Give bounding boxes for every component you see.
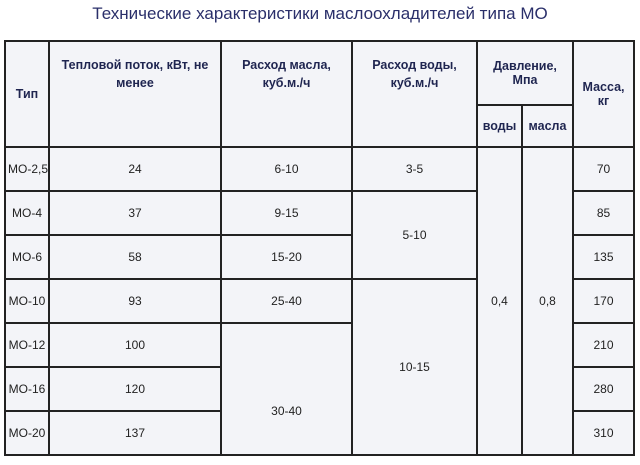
cell: 37 xyxy=(49,191,221,235)
row: МО-4 37 9-15 5-10 85 xyxy=(5,191,634,279)
cell: 137 xyxy=(49,411,221,455)
row: МО-10 93 25-40 10-15 170 xyxy=(5,279,634,455)
header-cell: воды xyxy=(477,105,522,147)
cell: 100 xyxy=(49,323,221,367)
cell: МО-6 xyxy=(5,235,49,279)
header-cell: Давление, Мпа xyxy=(477,41,573,105)
header-cell: Тепловой поток, кВт, не менее xyxy=(49,41,221,147)
cell: 3-5 xyxy=(352,147,477,191)
cell: 6-10 xyxy=(221,147,352,191)
header-cell: Масса, кг xyxy=(573,41,634,147)
header-row: Тип Тепловой поток, кВт, не менее Расход… xyxy=(5,41,634,147)
row: МО-2,5 24 6-10 3-5 0,4 0,8 70 xyxy=(5,147,634,455)
spec-table: Тип Тепловой поток, кВт, не менее Расход… xyxy=(4,40,635,456)
cell xyxy=(221,323,352,367)
cell: МО-16 xyxy=(5,367,49,411)
cell: МО-2,5 xyxy=(5,147,49,191)
row: МО-16 120 30-40 280 xyxy=(5,367,634,455)
cell: 93 xyxy=(49,279,221,323)
cell: МО-4 xyxy=(5,191,49,235)
row: МО-12 100 210 xyxy=(5,323,634,367)
row: МО-6 58 15-20 135 xyxy=(5,235,634,279)
cell: 170 xyxy=(573,279,634,323)
header-cell: Тип xyxy=(5,41,49,147)
cell: МО-20 xyxy=(5,411,49,455)
cell: 120 xyxy=(49,367,221,411)
cell: МО-12 xyxy=(5,323,49,367)
cell: 280 xyxy=(573,367,634,411)
cell: 70 xyxy=(573,147,634,191)
cell: 0,8 xyxy=(522,147,573,455)
cell: 210 xyxy=(573,323,634,367)
cell: 24 xyxy=(49,147,221,191)
header-cell: Расход воды, куб.м./ч xyxy=(352,41,477,147)
cell: 9-15 xyxy=(221,191,352,235)
cell: 0,4 xyxy=(477,147,522,455)
cell: 85 xyxy=(573,191,634,235)
cell: МО-10 xyxy=(5,279,49,323)
title: Технические характеристики маслоохладите… xyxy=(92,4,548,23)
header-cell: масла xyxy=(522,105,573,147)
cell: 135 xyxy=(573,235,634,279)
cell: 310 xyxy=(573,411,634,455)
cell: 10-15 xyxy=(352,279,477,455)
cell: 5-10 xyxy=(352,191,477,279)
row: МО-20 137 310 xyxy=(5,411,634,455)
cell: 30-40 xyxy=(221,367,352,455)
cell: 58 xyxy=(49,235,221,279)
cell: 15-20 xyxy=(221,235,352,279)
header-row: воды масла xyxy=(5,105,634,147)
header-cell: Расход масла, куб.м./ч xyxy=(221,41,352,147)
cell: 25-40 xyxy=(221,279,352,323)
